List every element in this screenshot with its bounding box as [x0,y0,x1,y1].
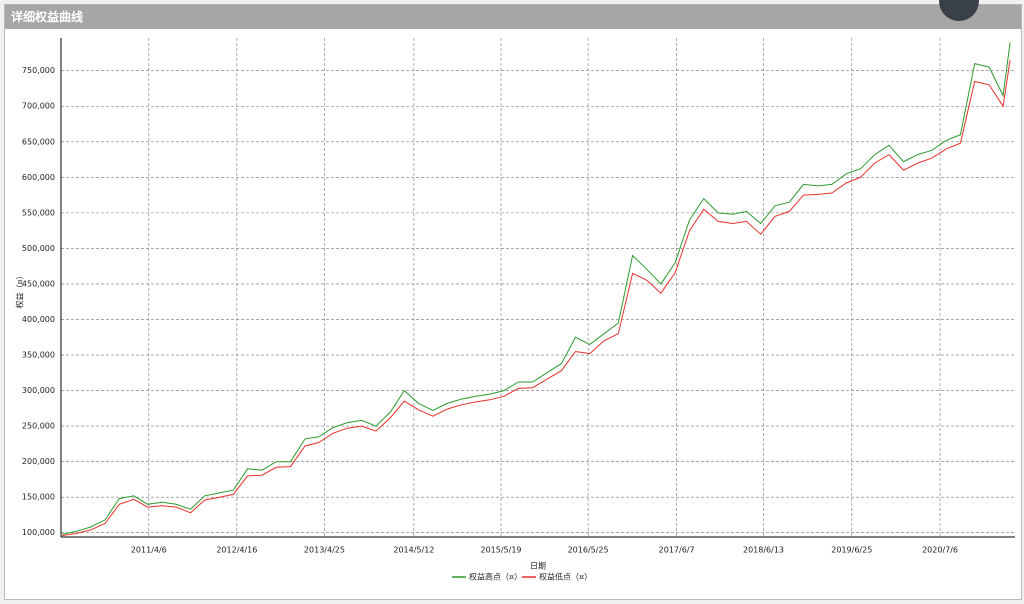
y-tick-label: 300,000 [22,386,55,395]
x-tick-label: 2012/4/16 [216,546,257,555]
x-tick-label: 2018/6/13 [743,546,784,555]
x-tick-label: 2014/5/12 [393,546,434,555]
y-tick-label: 650,000 [22,137,55,146]
y-tick-label: 350,000 [22,351,55,360]
y-tick-label: 600,000 [22,173,55,182]
y-axis-title: 权益（¤） [15,271,25,308]
y-tick-label: 500,000 [22,244,55,253]
title-bar: 详细权益曲线 [5,5,1021,29]
x-tick-label: 2019/6/25 [831,546,872,555]
x-tick-label: 2016/5/25 [568,546,609,555]
y-tick-label: 550,000 [22,208,55,217]
x-tick-label: 2017/6/7 [659,546,695,555]
corner-button[interactable] [939,0,979,21]
y-tick-label: 400,000 [22,315,55,324]
equity-line [62,42,1011,535]
window-title: 详细权益曲线 [11,10,84,24]
window: 详细权益曲线 [4,0,1022,600]
x-tick-label: 2013/4/25 [304,546,345,555]
y-tick-label: 750,000 [22,66,55,75]
equity-line [62,59,1011,537]
y-tick-label: 250,000 [22,422,55,431]
x-tick-label: 2015/5/19 [480,546,521,555]
y-tick-label: 100,000 [22,528,55,537]
x-tick-label: 2020/7/6 [922,546,958,555]
y-tick-label: 450,000 [22,279,55,288]
y-tick-label: 700,000 [22,102,55,111]
x-axis-title: 日期 [530,562,546,571]
y-tick-label: 150,000 [22,493,55,502]
legend-label: 权益高点（¤） [469,572,522,582]
x-tick-label: 2011/4/6 [131,546,167,555]
y-tick-label: 200,000 [22,457,55,466]
legend-label: 权益低点（¤） [539,572,592,582]
